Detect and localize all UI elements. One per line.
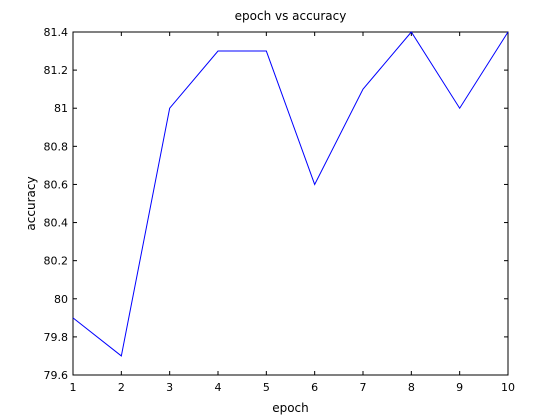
x-tick-label: 9	[456, 381, 463, 394]
x-tick-label: 2	[118, 381, 125, 394]
x-tick-label: 7	[360, 381, 367, 394]
y-axis-title: accuracy	[24, 176, 38, 230]
y-tick-label: 80.4	[44, 217, 69, 230]
chart-title: epoch vs accuracy	[235, 9, 347, 23]
x-tick-label: 10	[501, 381, 515, 394]
x-tick-label: 8	[408, 381, 415, 394]
x-tick-label: 1	[70, 381, 77, 394]
x-tick-label: 5	[263, 381, 270, 394]
x-tick-label: 4	[215, 381, 222, 394]
y-axis: 79.6 79.8 80 80.2 80.4 80.6 80.8 81 81.2 81.4	[44, 26, 508, 382]
x-tick-label: 6	[311, 381, 318, 394]
y-tick-label: 79.8	[44, 331, 69, 344]
y-tick-label: 80.2	[44, 255, 69, 268]
y-tick-label: 81	[54, 102, 68, 115]
y-tick-label: 79.6	[44, 369, 69, 382]
x-tick-label: 3	[166, 381, 173, 394]
series-layer	[72, 31, 509, 357]
x-axis-title: epoch	[272, 401, 309, 415]
y-tick-label: 81.2	[44, 64, 69, 77]
y-tick-label: 81.4	[44, 26, 69, 39]
x-axis: 1 2 3 4 5 6 7 8 9 10	[70, 32, 515, 394]
y-tick-label: 80	[54, 293, 68, 306]
y-tick-label: 80.8	[44, 140, 69, 153]
plot-frame	[72, 31, 509, 376]
series-line	[72, 31, 509, 357]
y-tick-label: 80.6	[44, 178, 69, 191]
